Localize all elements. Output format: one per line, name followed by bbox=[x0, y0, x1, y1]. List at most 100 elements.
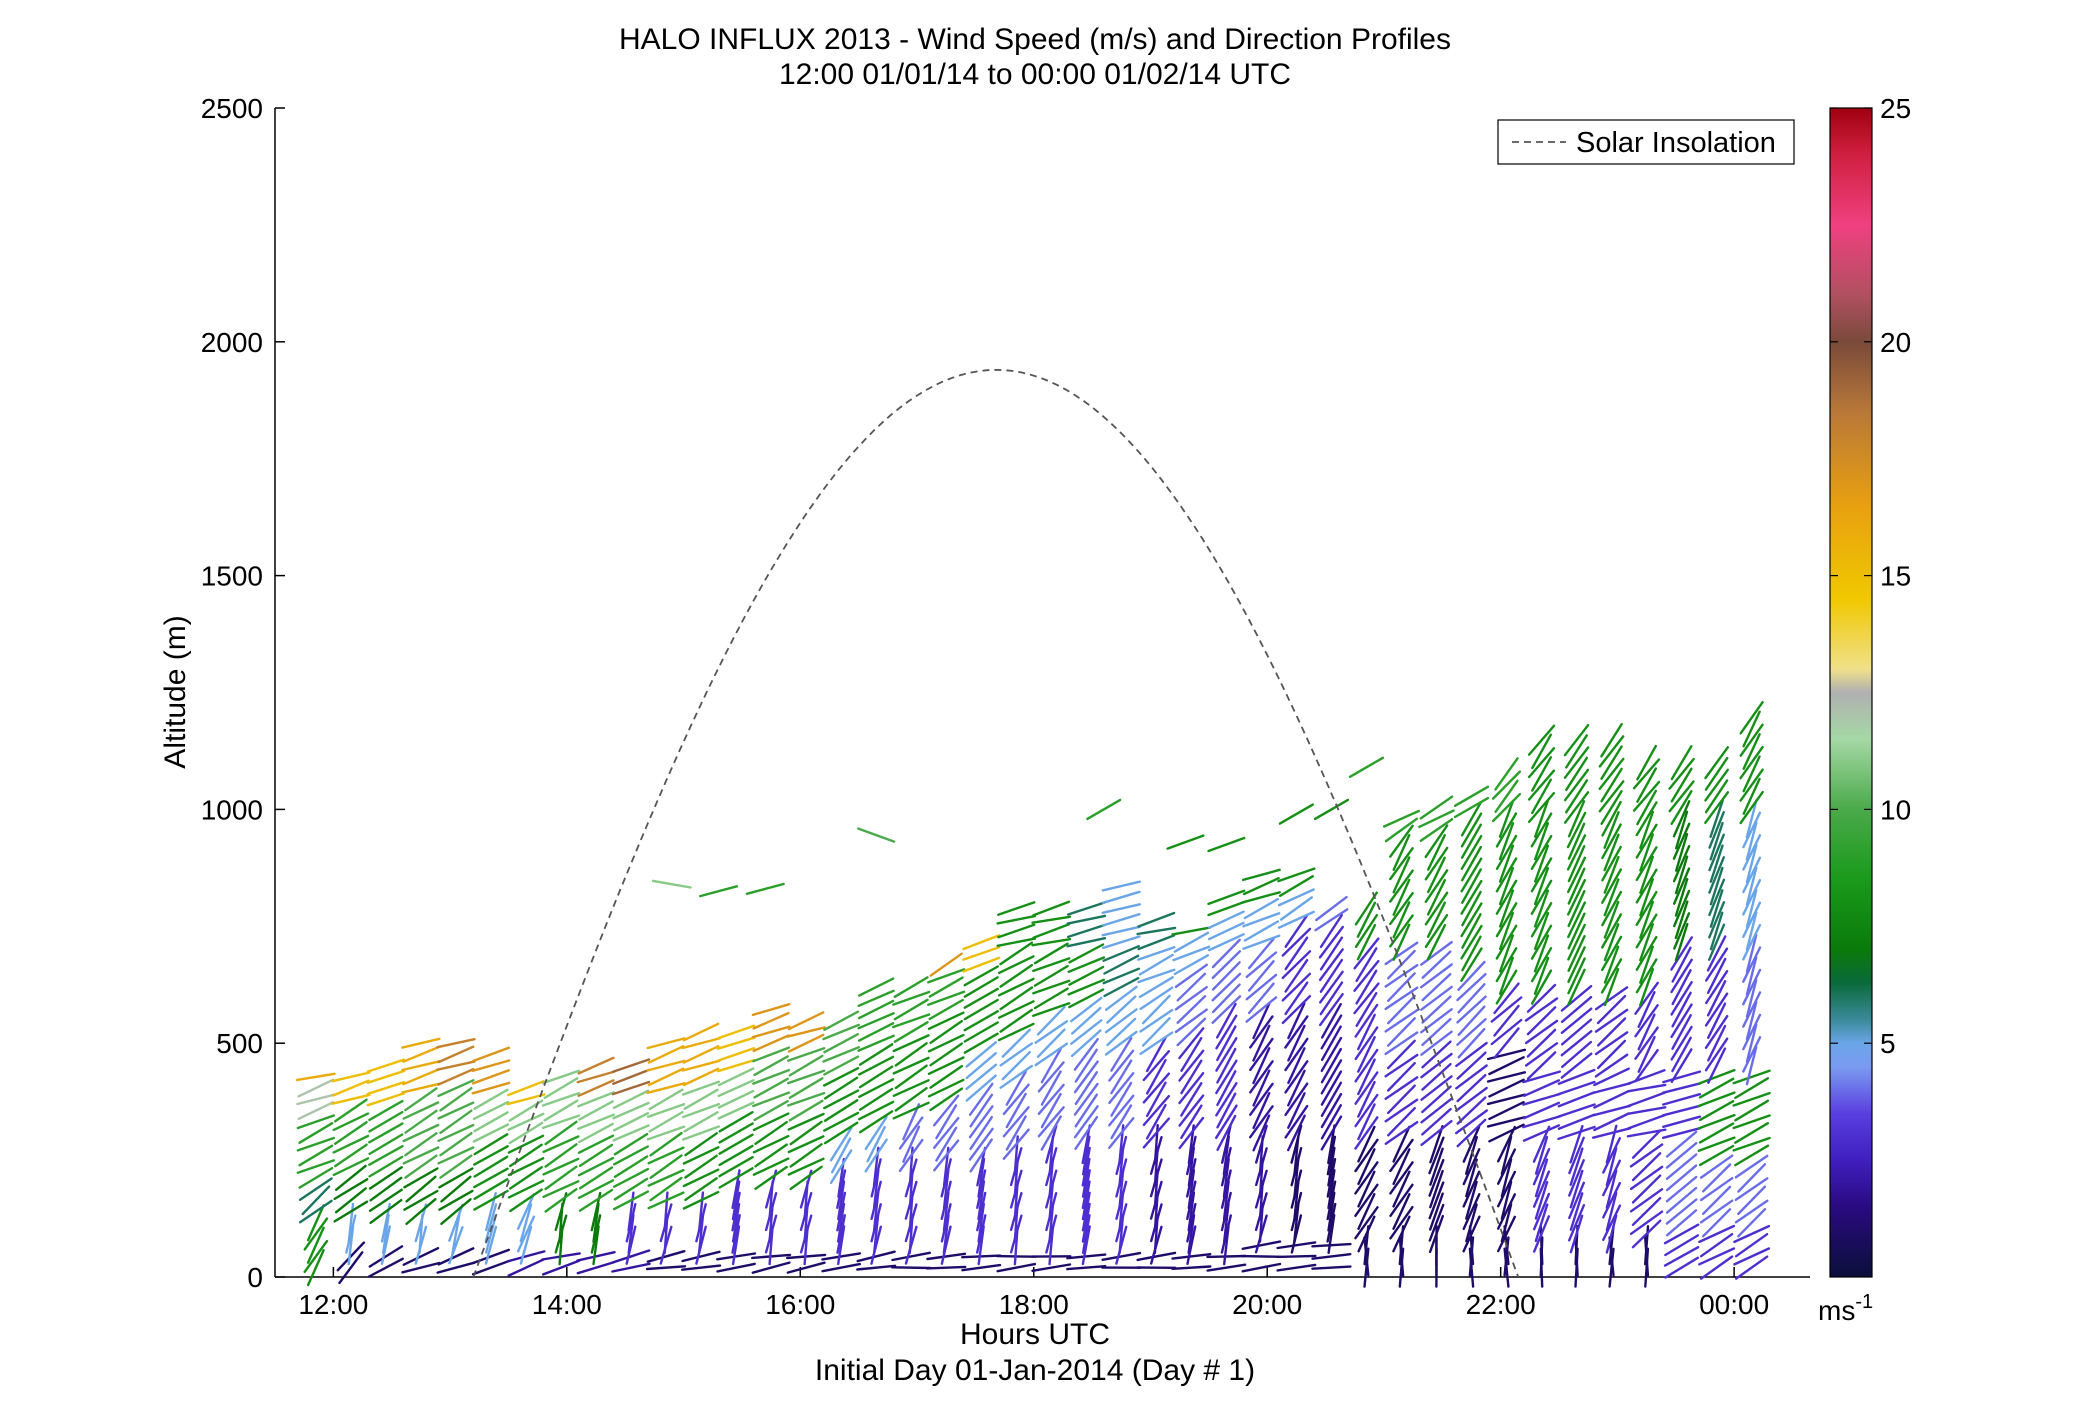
wind-segment bbox=[333, 1200, 369, 1223]
wind-segment bbox=[507, 1179, 545, 1199]
wind-segment bbox=[1320, 1092, 1343, 1129]
isolated-wind-segments bbox=[652, 756, 1385, 898]
wind-segment bbox=[821, 1252, 862, 1261]
wind-segment bbox=[1629, 1165, 1664, 1191]
wind-segment bbox=[1706, 1002, 1727, 1040]
y-tick-label: 1000 bbox=[201, 794, 263, 825]
wind-segment bbox=[1698, 1144, 1735, 1167]
wind-segment bbox=[1211, 983, 1241, 1014]
wind-segment bbox=[296, 1093, 336, 1106]
wind-segment bbox=[611, 1080, 651, 1096]
wind-segment bbox=[414, 1203, 428, 1243]
wind-segment bbox=[1598, 735, 1625, 768]
wind-segment bbox=[401, 1261, 441, 1274]
wind-segment bbox=[1110, 1081, 1133, 1117]
wind-segment bbox=[824, 1076, 859, 1100]
wind-segment bbox=[926, 1252, 967, 1261]
wind-segment bbox=[331, 1093, 371, 1105]
wind-segment bbox=[1241, 1254, 1282, 1259]
wind-segment bbox=[1141, 994, 1171, 1025]
wind-segment bbox=[1460, 879, 1483, 915]
wind-segment bbox=[1560, 1040, 1593, 1069]
wind-segment bbox=[927, 1078, 965, 1098]
wind-segment bbox=[1278, 875, 1314, 897]
wind-segment bbox=[1284, 1015, 1309, 1049]
wind-segment bbox=[1389, 1183, 1414, 1218]
wind-segment bbox=[306, 1249, 325, 1287]
wind-segment bbox=[1661, 1082, 1702, 1094]
wind-segment bbox=[1180, 1081, 1203, 1117]
wind-segment bbox=[508, 1121, 544, 1145]
isolated-wind-segment bbox=[1086, 798, 1122, 821]
wind-segment bbox=[1353, 982, 1380, 1015]
wind-segment bbox=[1495, 902, 1518, 938]
wind-segment bbox=[1637, 1035, 1656, 1073]
wind-segment bbox=[1356, 1036, 1376, 1073]
wind-segment bbox=[731, 1214, 741, 1254]
wind-segment bbox=[1456, 1051, 1487, 1080]
wind-segment bbox=[1355, 969, 1378, 1005]
wind-segment bbox=[681, 1059, 721, 1072]
wind-segment bbox=[1073, 1060, 1099, 1094]
wind-segment bbox=[1465, 1180, 1478, 1220]
wind-segment bbox=[1600, 722, 1623, 758]
wind-segment bbox=[1074, 1071, 1099, 1106]
wind-segment bbox=[1033, 964, 1069, 987]
wind-segment bbox=[1733, 1247, 1771, 1266]
wind-segment bbox=[1424, 824, 1449, 859]
wind-segment bbox=[928, 976, 964, 998]
wind-segment bbox=[1174, 963, 1209, 989]
wind-segment bbox=[682, 1022, 720, 1042]
wind-segment bbox=[1734, 1077, 1770, 1100]
wind-segment bbox=[1632, 780, 1661, 812]
wind-segment bbox=[1639, 855, 1655, 894]
wind-segment bbox=[1145, 1103, 1167, 1140]
isolated-wind-segment bbox=[1313, 798, 1350, 821]
wind-segment bbox=[1428, 1136, 1445, 1175]
wind-segment bbox=[366, 1058, 406, 1073]
wind-segment bbox=[576, 1250, 616, 1262]
wind-segment bbox=[519, 1225, 533, 1265]
wind-segment bbox=[1354, 1003, 1379, 1038]
wind-segment bbox=[894, 1042, 928, 1067]
wind-segment bbox=[1637, 1013, 1656, 1051]
wind-segment bbox=[1424, 914, 1449, 948]
wind-segment bbox=[1355, 992, 1378, 1028]
wind-segment bbox=[963, 998, 999, 1021]
wind-segment bbox=[1101, 925, 1142, 937]
wind-segment bbox=[1567, 890, 1586, 928]
wind-segment bbox=[1704, 992, 1729, 1027]
wind-segment bbox=[898, 1138, 924, 1173]
wind-segment bbox=[1461, 868, 1482, 904]
isolated-wind-segment bbox=[745, 882, 785, 895]
wind-segment bbox=[1526, 1006, 1557, 1036]
wind-segment bbox=[1490, 996, 1523, 1023]
y-axis-label: Altitude (m) bbox=[159, 615, 192, 768]
wind-segment bbox=[1670, 1003, 1693, 1039]
wind-segment bbox=[448, 1226, 464, 1265]
wind-segment bbox=[786, 1261, 826, 1274]
wind-segment bbox=[1040, 1047, 1062, 1084]
wind-segment bbox=[1602, 1204, 1622, 1242]
wind-segment bbox=[1357, 1103, 1376, 1141]
wind-segment bbox=[1699, 1154, 1734, 1179]
wind-segment bbox=[752, 1134, 790, 1154]
wind-segment bbox=[1066, 1264, 1107, 1271]
wind-segment bbox=[1354, 1161, 1379, 1195]
wind-segment bbox=[298, 1199, 333, 1224]
wind-segment bbox=[1698, 1224, 1736, 1244]
wind-segment bbox=[1460, 801, 1483, 837]
wind-segment bbox=[1211, 972, 1242, 1002]
wind-segment bbox=[1745, 1001, 1758, 1041]
wind-segment bbox=[1531, 756, 1553, 792]
wind-segment bbox=[1187, 1191, 1196, 1232]
wind-segment bbox=[1207, 889, 1246, 906]
wind-segment bbox=[831, 1137, 852, 1174]
wind-segment bbox=[1245, 996, 1278, 1023]
wind-segment bbox=[1214, 1104, 1238, 1140]
wind-segment bbox=[1709, 821, 1724, 861]
wind-segment bbox=[1180, 1059, 1203, 1095]
wind-segment bbox=[1594, 1031, 1629, 1056]
wind-segment bbox=[1603, 855, 1620, 894]
wind-segment bbox=[1603, 833, 1620, 872]
